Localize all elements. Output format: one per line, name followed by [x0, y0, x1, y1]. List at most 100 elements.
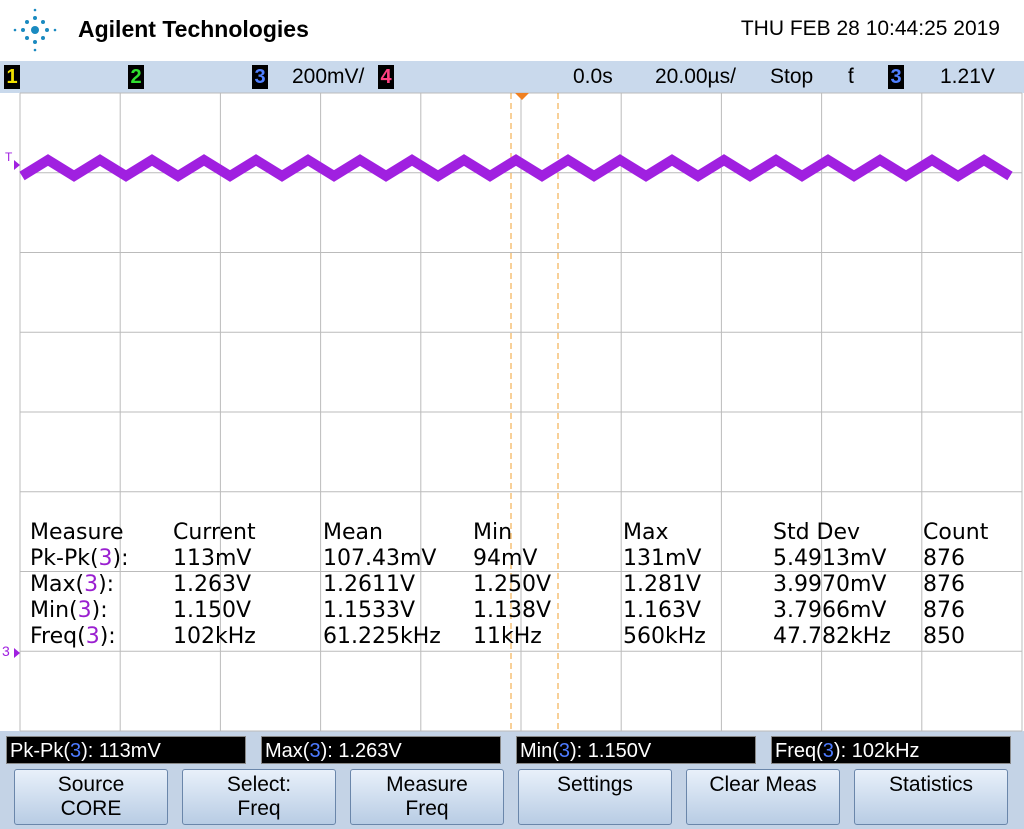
table-header: Mean	[323, 520, 383, 545]
table-cell: 47.782kHz	[773, 624, 891, 649]
readout-channel: 3	[70, 740, 82, 762]
table-cell: 1.138V	[473, 598, 552, 623]
trigger-position	[515, 93, 529, 100]
trigger-slope: ƭ	[848, 65, 854, 88]
label-prefix: Max(	[30, 572, 85, 597]
readout: Pk-Pk(3): 113mV	[6, 736, 246, 764]
label-suffix: ):	[91, 598, 108, 623]
label-channel: 3	[77, 598, 92, 623]
time-offset: 0.0s	[573, 65, 613, 88]
trigger-channel: 3	[888, 65, 904, 89]
ground-marker	[14, 648, 20, 658]
table-header: Measure	[30, 520, 124, 545]
softkey[interactable]: Measure Freq	[350, 769, 504, 825]
label-channel: 3	[98, 546, 113, 571]
channel-3[interactable]: 3	[252, 65, 268, 89]
datetime: THU FEB 28 10:44:25 2019	[740, 17, 1000, 40]
channel-1[interactable]: 1	[4, 65, 20, 89]
readout-suffix: ): 1.150V	[570, 740, 652, 762]
table-header: Current	[173, 520, 256, 545]
softkey[interactable]: Source CORE	[14, 769, 168, 825]
table-cell: 107.43mV	[323, 546, 437, 571]
table-cell: 11kHz	[473, 624, 542, 649]
ground-marker-label: 3	[2, 643, 10, 659]
trigger-level-marker	[14, 160, 20, 170]
readout-prefix: Freq(	[775, 740, 823, 762]
table-cell: 1.263V	[173, 572, 252, 597]
softkey-line1: Statistics	[888, 773, 974, 796]
label-suffix: ):	[98, 572, 115, 597]
measure-label: Min(3):	[30, 598, 108, 623]
softkey[interactable]: Clear Meas	[686, 769, 840, 825]
brand: Agilent Technologies	[78, 16, 309, 42]
time-scale: 20.00µs/	[655, 65, 736, 88]
softkey-line1: Settings	[557, 773, 633, 796]
label-suffix: ):	[99, 624, 116, 649]
readout-channel: 3	[558, 740, 571, 762]
softkey-line2: Freq	[237, 797, 281, 820]
softkey-line2: Freq	[405, 797, 449, 820]
readout-prefix: Max(	[265, 740, 310, 762]
softkey-line2: CORE	[60, 797, 122, 820]
table-header: Count	[923, 520, 989, 545]
table-header: Min	[473, 520, 513, 545]
table-cell: 5.4913mV	[773, 546, 887, 571]
readout: Min(3): 1.150V	[516, 736, 756, 764]
run-state: Stop	[770, 65, 814, 88]
readout-suffix: ): 1.263V	[320, 740, 402, 762]
readout-suffix: ): 102kHz	[833, 740, 920, 762]
softkey[interactable]: Settings	[518, 769, 672, 825]
readout-channel: 3	[309, 740, 321, 762]
softkey-line1: Source	[57, 773, 125, 796]
softkey-line1: Measure	[386, 773, 468, 796]
table-cell: 560kHz	[623, 624, 706, 649]
readout-suffix: ): 113mV	[81, 740, 161, 762]
table-cell: 1.150V	[173, 598, 252, 623]
logo	[13, 8, 57, 52]
readout-channel: 3	[822, 740, 834, 762]
table-cell: 131mV	[623, 546, 702, 571]
readout: Freq(3): 102kHz	[771, 736, 1011, 764]
measure-label: Freq(3):	[30, 624, 116, 649]
readout-prefix: Pk-Pk(	[10, 740, 70, 762]
table-cell: 1.250V	[473, 572, 552, 597]
readout: Max(3): 1.263V	[261, 736, 501, 764]
status-bar	[0, 61, 1024, 93]
table-cell: 876	[923, 546, 965, 571]
readout-prefix: Min(	[520, 740, 559, 762]
channel-4[interactable]: 4	[378, 65, 394, 89]
table-cell: 876	[923, 598, 965, 623]
label-channel: 3	[85, 624, 100, 649]
waveform	[19, 154, 1013, 182]
channel-3-scale: 200mV/	[292, 65, 365, 88]
table-cell: 113mV	[173, 546, 252, 571]
softkey[interactable]: Statistics	[854, 769, 1008, 825]
table-cell: 61.225kHz	[323, 624, 441, 649]
trigger-marker-label: T	[5, 150, 13, 164]
table-header: Max	[623, 520, 669, 545]
table-cell: 102kHz	[173, 624, 256, 649]
softkey-line1: Clear Meas	[709, 773, 817, 796]
softkey[interactable]: Select: Freq	[182, 769, 336, 825]
label-suffix: ):	[112, 546, 129, 571]
label-channel: 3	[84, 572, 99, 597]
graticule	[19, 92, 1023, 732]
trigger-level: 1.21V	[940, 65, 995, 88]
table-cell: 850	[923, 624, 965, 649]
table-cell: 94mV	[473, 546, 538, 571]
label-prefix: Min(	[30, 598, 78, 623]
table-cell: 3.7966mV	[773, 598, 887, 623]
table-cell: 1.2611V	[323, 572, 416, 597]
table-cell: 1.281V	[623, 572, 702, 597]
table-header: Std Dev	[773, 520, 861, 545]
label-prefix: Freq(	[30, 624, 86, 649]
measure-label: Max(3):	[30, 572, 114, 597]
table-cell: 1.163V	[623, 598, 702, 623]
channel-2[interactable]: 2	[128, 65, 144, 89]
softkey-line1: Select:	[226, 773, 292, 796]
table-cell: 876	[923, 572, 965, 597]
label-prefix: Pk-Pk(	[30, 546, 99, 571]
measure-label: Pk-Pk(3):	[30, 546, 129, 571]
